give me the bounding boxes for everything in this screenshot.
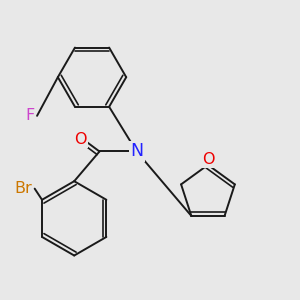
Text: O: O bbox=[202, 152, 214, 167]
Text: O: O bbox=[74, 132, 86, 147]
Text: N: N bbox=[130, 142, 143, 160]
Text: F: F bbox=[25, 108, 34, 123]
Text: Br: Br bbox=[14, 181, 32, 196]
